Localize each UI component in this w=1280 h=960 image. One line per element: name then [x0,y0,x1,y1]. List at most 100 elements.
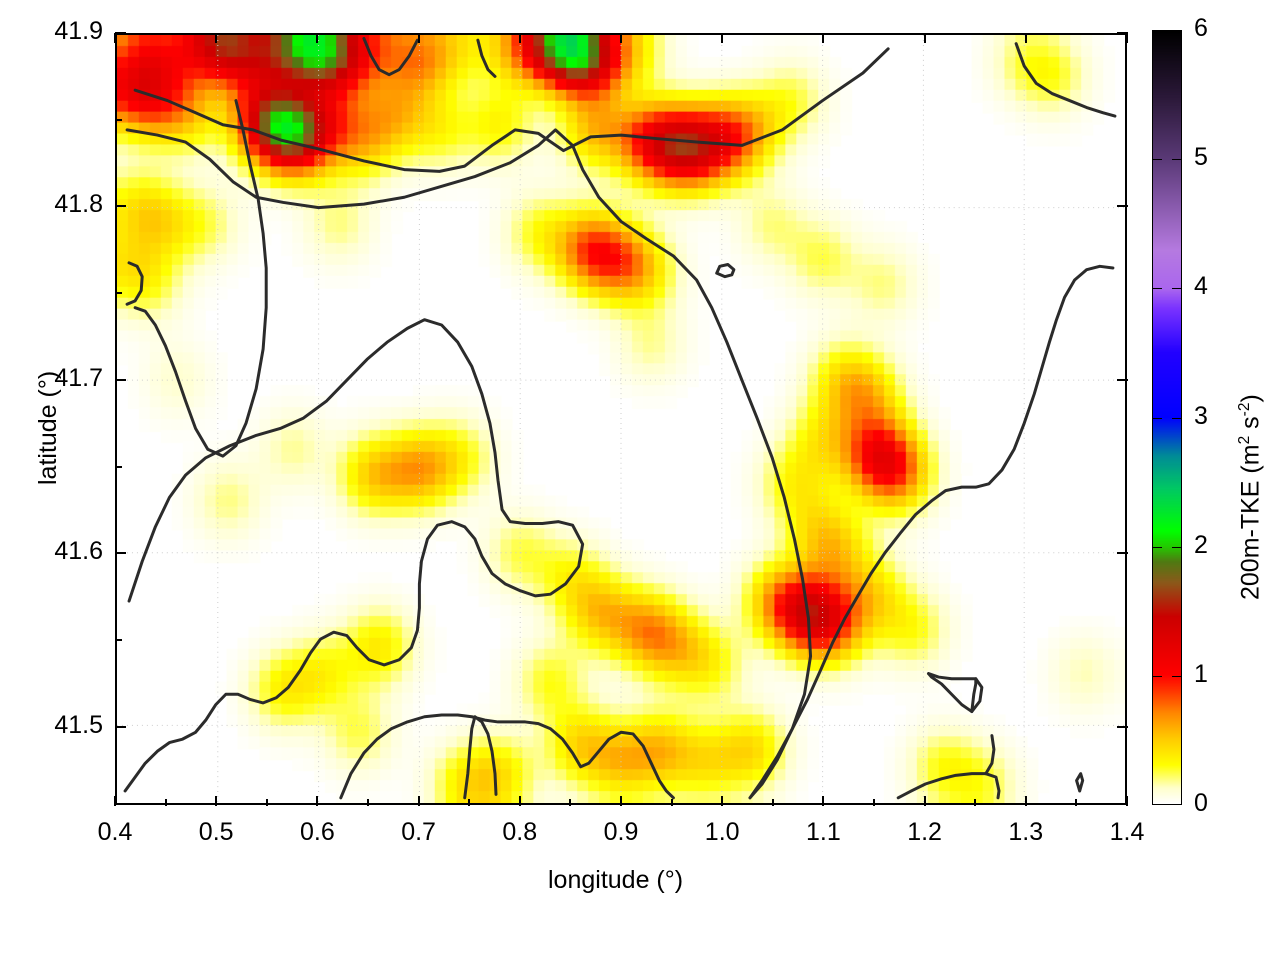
x-tick-mark-bottom [316,796,319,806]
y-tick-mark-right [1117,725,1128,728]
x-tick-label: 0.9 [603,818,639,846]
contour-line [748,264,1115,800]
x-tick-mark-top [1024,33,1027,43]
colorbar-title-sup2: -2 [1236,402,1253,417]
x-tick-mark-bottom [923,796,926,806]
x-minor-tick-mark [771,799,774,806]
colorbar-tick-label: 2 [1194,530,1208,559]
colorbar-tick-mark [1172,417,1182,419]
y-tick-mark-left [115,32,126,34]
x-tick-mark-bottom [620,796,622,806]
y-minor-tick-mark [115,639,122,642]
contour-line [362,36,419,77]
contour-line [984,734,996,776]
y-tick-mark-left [115,378,126,381]
colorbar-tick-label: 5 [1194,143,1208,172]
colorbar-tick-mark [1152,546,1162,548]
colorbar-tick-mark [1172,159,1182,161]
y-tick-mark-left [115,205,126,208]
x-tick-label: 1.0 [704,818,740,846]
x-tick-mark-top [620,33,622,43]
colorbar-tick-mark [1172,675,1182,677]
contour-line [123,318,585,793]
x-tick-mark-top [1126,33,1128,43]
x-tick-label: 0.8 [502,818,538,846]
x-minor-tick-mark [670,799,673,806]
x-tick-label: 0.5 [198,818,234,846]
plot-area [115,33,1127,805]
y-tick-label: 41.9 [54,17,103,45]
x-tick-mark-top [822,33,825,43]
x-tick-mark-bottom [1126,796,1128,806]
y-tick-mark-left [115,725,126,728]
y-minor-tick-mark [115,465,122,468]
colorbar-title-sup1: 2 [1236,435,1253,445]
contour-line [133,47,890,173]
x-axis-title: longitude (°) [548,866,684,894]
colorbar-tick-mark [1152,159,1162,161]
colorbar-tick-mark [1152,288,1162,290]
x-minor-tick-mark [873,799,875,806]
contour-line [125,128,813,800]
y-tick-mark-right [1117,378,1128,381]
x-tick-mark-bottom [518,796,521,806]
contour-line [339,713,675,800]
x-tick-label: 1.2 [907,818,942,846]
x-tick-mark-top [518,33,521,43]
colorbar-title-main: 200m-TKE (m [1236,444,1265,600]
contour-line [463,715,498,800]
x-minor-tick-mark [1075,799,1078,806]
colorbar-tick-label: 4 [1194,272,1208,301]
y-tick-label: 41.8 [54,190,103,219]
x-tick-label: 0.7 [401,818,436,846]
x-minor-tick-mark [164,799,167,806]
x-tick-label: 0.4 [97,818,133,846]
x-tick-label: 1.4 [1109,818,1145,846]
colorbar-title: 200m-TKE (m2 s-2) [1236,394,1265,600]
x-tick-mark-bottom [417,796,420,806]
contour-line [476,38,497,78]
contour-layer [123,36,1117,800]
x-tick-mark-top [923,33,926,43]
contour-line [926,672,984,714]
x-tick-mark-top [114,33,116,43]
y-axis-title: latitude (°) [34,370,62,485]
contour-line [1075,772,1085,793]
y-minor-tick-mark [115,118,122,121]
x-tick-mark-bottom [215,796,218,806]
colorbar-tick-mark [1152,417,1162,419]
colorbar-tick-mark [1152,675,1162,677]
x-minor-tick-mark [569,799,572,806]
x-minor-tick-mark [468,799,471,806]
colorbar-tick-label: 3 [1194,401,1208,430]
y-minor-tick-mark [115,292,122,295]
x-tick-mark-bottom [1024,796,1027,806]
y-tick-label: 41.7 [54,363,103,392]
x-tick-mark-bottom [822,796,825,806]
x-tick-mark-bottom [114,796,116,806]
colorbar-tick-mark [1172,546,1182,548]
x-tick-mark-bottom [721,796,724,806]
colorbar-tick-label: 6 [1194,14,1208,42]
x-minor-tick-mark [367,799,369,806]
y-tick-mark-right [1117,205,1128,208]
contour-line [970,677,978,714]
x-minor-tick-mark [265,799,268,806]
x-tick-mark-top [721,33,724,43]
x-tick-mark-top [316,33,319,43]
y-tick-mark-right [1117,32,1128,34]
y-tick-label: 41.5 [54,710,103,739]
colorbar-tick-label: 0 [1194,789,1208,817]
contour-line [125,261,144,306]
contour-line [896,772,1001,800]
colorbar-title-end: ) [1236,394,1265,403]
x-tick-mark-top [417,33,420,43]
x-tick-label: 0.6 [300,818,335,846]
x-tick-label: 1.3 [1008,818,1044,846]
colorbar-tick-label: 1 [1194,659,1208,688]
y-tick-mark-right [1117,552,1128,555]
y-tick-mark-left [115,552,126,555]
contour-line [1014,42,1117,118]
x-tick-mark-top [215,33,218,43]
